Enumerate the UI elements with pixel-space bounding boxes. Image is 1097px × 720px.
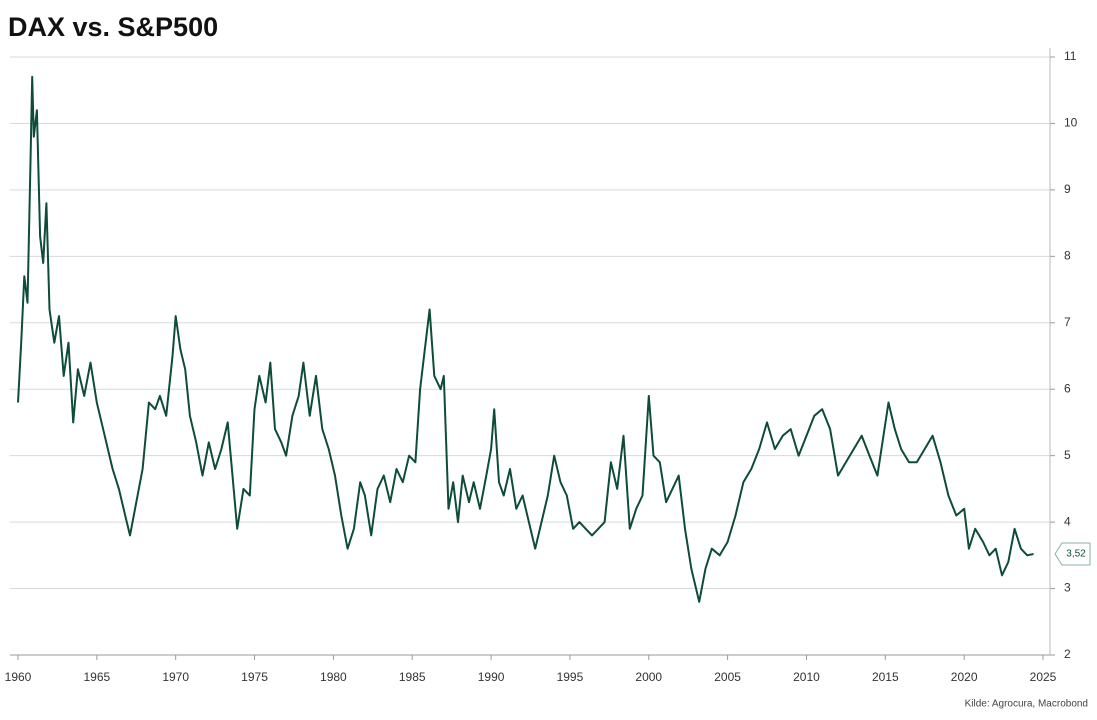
y-tick-label: 7 [1064, 315, 1071, 329]
last-value-label: 3,52 [1066, 549, 1086, 560]
x-tick-label: 1975 [241, 670, 268, 684]
y-tick-label: 6 [1064, 381, 1071, 395]
y-tick-label: 10 [1064, 116, 1078, 130]
x-tick-label: 1995 [557, 670, 584, 684]
x-tick-label: 2000 [635, 670, 662, 684]
x-tick-label: 1985 [399, 670, 426, 684]
last-value-callout [1054, 542, 1091, 566]
x-tick-label: 1990 [478, 670, 505, 684]
x-tick-label: 2005 [714, 670, 741, 684]
line-series [17, 75, 1034, 603]
x-tick-label: 1960 [5, 670, 32, 684]
y-tick-label: 8 [1064, 249, 1071, 263]
y-tick-label: 2 [1064, 647, 1071, 661]
x-tick-label: 2015 [872, 670, 899, 684]
chart-title: DAX vs. S&P500 [8, 12, 218, 42]
y-tick-label: 3 [1064, 581, 1071, 595]
x-tick-label: 1980 [320, 670, 347, 684]
y-tick-label: 9 [1064, 182, 1071, 196]
source: Kilde: Agrocura, Macrobond [965, 699, 1088, 710]
y-tick-label: 4 [1064, 514, 1071, 528]
y-tick-label: 11 [1064, 49, 1077, 63]
x-tick-label: 2025 [1030, 670, 1057, 684]
x-tick-label: 1970 [162, 670, 189, 684]
x-tick-label: 2010 [793, 670, 820, 684]
x-tick-label: 2020 [951, 670, 978, 684]
x-tick-label: 1965 [83, 670, 110, 684]
y-tick-label: 5 [1064, 448, 1071, 462]
